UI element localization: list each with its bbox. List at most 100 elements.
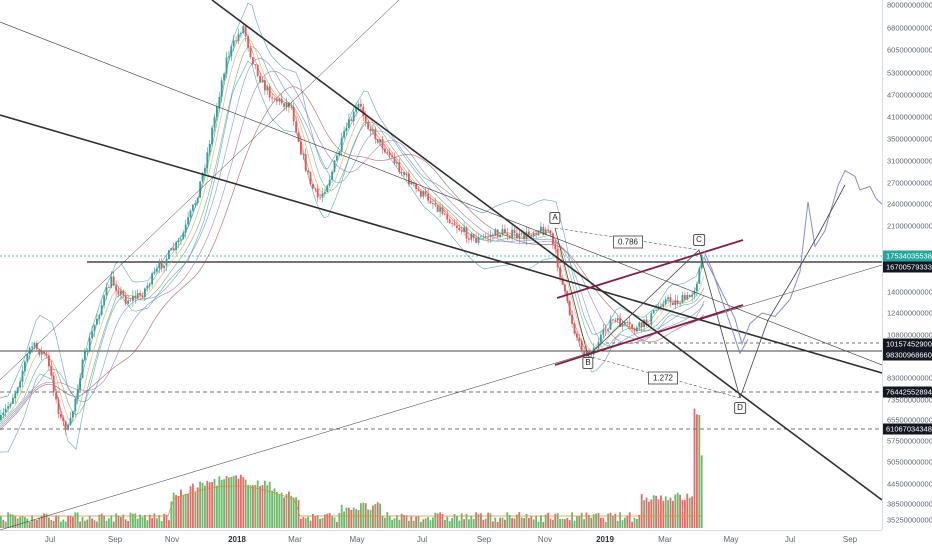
- volume-bar: [268, 481, 271, 528]
- y-tick-label: 4100000000000: [887, 112, 932, 122]
- volume-bar: [468, 519, 470, 528]
- volume-bar: [93, 520, 96, 528]
- volume-bar: [448, 521, 451, 528]
- volume-bar: [230, 476, 233, 528]
- candle-body: [616, 317, 619, 321]
- volume-bar: [566, 517, 569, 528]
- candle-body: [256, 64, 259, 76]
- volume-bar: [386, 512, 389, 528]
- volume-bar: [393, 518, 396, 528]
- volume-bar: [580, 512, 583, 528]
- candle-body: [196, 197, 199, 204]
- candle-body: [549, 230, 552, 234]
- candle-body: [158, 263, 161, 269]
- y-tick-label: 1080000000000: [887, 330, 932, 340]
- candle-body: [379, 139, 381, 143]
- candle-body: [4, 408, 7, 413]
- y-tick-label: 2400000000000: [887, 199, 932, 209]
- moving-average-line: [0, 37, 705, 424]
- volume-bar: [108, 518, 110, 528]
- volume-bar: [501, 517, 504, 528]
- volume-bar: [316, 515, 319, 528]
- volume-bar: [38, 517, 41, 528]
- volume-bar: [146, 520, 149, 528]
- candle-body: [64, 421, 67, 430]
- volume-bar: [590, 517, 593, 528]
- candle-body: [432, 203, 434, 205]
- candle-body: [96, 318, 98, 325]
- volume-bar: [132, 513, 134, 528]
- volume-bar: [331, 516, 333, 528]
- y-tick-label: 830000000000: [887, 373, 932, 383]
- candle-body: [225, 57, 228, 74]
- volume-bar: [194, 492, 197, 528]
- fib-ratio-label: 0.786: [612, 235, 644, 249]
- price-chart[interactable]: [0, 0, 882, 530]
- candle-body: [134, 295, 137, 299]
- candle-body: [597, 341, 600, 349]
- volume-bar: [19, 516, 21, 528]
- volume-bar: [573, 520, 576, 528]
- volume-bar: [91, 518, 93, 528]
- volume-bar: [213, 479, 216, 528]
- volume-bar: [60, 521, 62, 528]
- volume-bar: [528, 517, 530, 528]
- candle-body: [384, 148, 386, 153]
- candle-body: [638, 322, 641, 328]
- volume-bar: [624, 517, 626, 528]
- volume-bar: [340, 504, 343, 528]
- candle-body: [160, 263, 163, 269]
- volume-bar: [679, 494, 681, 528]
- volume-bar: [0, 516, 2, 528]
- candle-body: [324, 192, 326, 194]
- candle-body: [372, 129, 374, 132]
- volume-bar: [408, 520, 410, 528]
- volume-bar: [324, 514, 326, 528]
- candle-body: [69, 417, 72, 425]
- volume-bar: [14, 515, 17, 528]
- price-axis[interactable]: 8000000000000 6800000000000 6050000000000 5…: [882, 0, 932, 530]
- volume-bar: [319, 518, 321, 528]
- candle-body: [626, 322, 629, 323]
- candle-body: [19, 381, 21, 388]
- volume-bar: [271, 490, 273, 528]
- candle-body: [290, 106, 293, 108]
- candle-body: [484, 236, 487, 238]
- candle-body: [405, 173, 408, 175]
- candle-body: [40, 350, 43, 355]
- candle-body: [576, 333, 578, 338]
- candle-body: [628, 322, 631, 325]
- y-tick-label: 6800000000000: [887, 23, 932, 33]
- volume-bar: [700, 455, 703, 528]
- volume-bar: [360, 503, 362, 528]
- candle-body: [381, 139, 384, 149]
- candle-body: [314, 188, 317, 190]
- projection-path: [703, 169, 882, 346]
- time-axis[interactable]: Jul Sep Nov 2018 Mar May Jul Sep Nov 2019 Mar May Ju…: [0, 530, 882, 550]
- volume-bar: [40, 515, 43, 528]
- volume-bar: [280, 492, 283, 528]
- candle-body: [16, 387, 19, 394]
- candle-body: [648, 323, 650, 325]
- volume-bar: [422, 519, 425, 528]
- volume-bar: [328, 512, 331, 528]
- candle-body: [444, 213, 446, 215]
- candle-body: [283, 103, 285, 107]
- price-tag: 1015745290077: [883, 338, 932, 350]
- candle-body: [636, 327, 638, 332]
- candle-body: [129, 300, 132, 302]
- candle-body: [336, 155, 338, 161]
- volume-bar: [655, 495, 657, 528]
- volume-bar: [472, 519, 475, 528]
- volume-bar: [614, 513, 617, 528]
- volume-bar: [362, 502, 365, 528]
- candle-body: [326, 185, 329, 193]
- candle-body: [52, 375, 55, 393]
- volume-bar: [420, 521, 422, 528]
- x-tick-label: Nov: [164, 535, 180, 544]
- candle-body: [403, 172, 405, 175]
- volume-bar: [7, 512, 9, 528]
- volume-bar: [372, 505, 374, 528]
- candle-body: [559, 267, 561, 278]
- volume-bar: [261, 485, 264, 528]
